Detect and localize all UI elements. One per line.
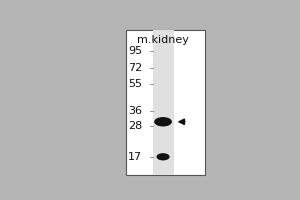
Text: 72: 72	[128, 63, 142, 73]
Text: 95: 95	[128, 46, 142, 56]
Text: 17: 17	[128, 152, 142, 162]
Ellipse shape	[155, 118, 171, 126]
Text: 36: 36	[128, 106, 142, 116]
Text: m.kidney: m.kidney	[137, 35, 189, 45]
Text: 28: 28	[128, 121, 142, 131]
FancyBboxPatch shape	[153, 30, 173, 175]
Ellipse shape	[157, 154, 169, 160]
Text: 55: 55	[128, 79, 142, 89]
FancyBboxPatch shape	[126, 30, 205, 175]
